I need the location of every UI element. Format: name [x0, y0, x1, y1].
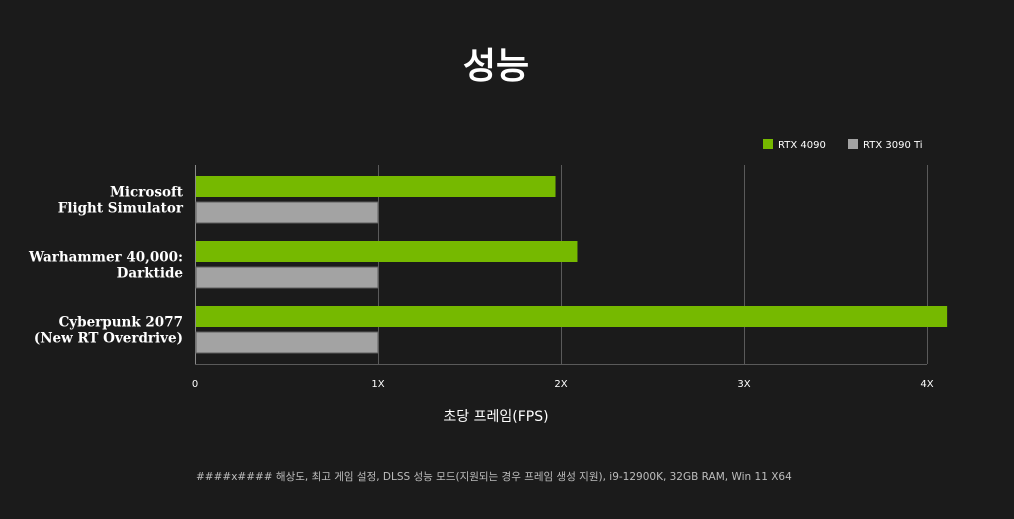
bar-rtx-4090: [196, 241, 578, 262]
category-label: (New RT Overdrive): [34, 331, 183, 347]
bar-rtx-4090: [196, 306, 948, 327]
legend-label: RTX 4090: [778, 140, 826, 151]
bar-rtx-4090: [196, 176, 556, 197]
legend: RTX 4090 RTX 3090 Ti: [763, 139, 923, 151]
x-tick-labels: 0 1X 2X 3X 4X: [192, 379, 934, 390]
bar-rtx-3090-ti: [195, 266, 379, 289]
category-label: Warhammer 40,000:: [28, 250, 183, 266]
legend-swatch: [763, 139, 773, 149]
grid-lines: [195, 165, 928, 365]
bars: [195, 176, 948, 354]
x-tick-label: 3X: [737, 379, 750, 390]
legend-swatch: [848, 139, 858, 149]
bar-rtx-3090-ti: [195, 201, 379, 224]
chart-title: 성능: [463, 46, 529, 87]
x-tick-label: 0: [192, 379, 198, 390]
x-tick-label: 1X: [371, 379, 384, 390]
x-tick-label: 4X: [920, 379, 933, 390]
category-label: Flight Simulator: [58, 201, 184, 217]
x-tick-label: 2X: [554, 379, 567, 390]
x-axis-label: 초당 프레임(FPS): [443, 409, 548, 425]
category-label: Microsoft: [110, 185, 184, 201]
bar-rtx-3090-ti: [195, 331, 379, 354]
category-label: Cyberpunk 2077: [59, 315, 183, 331]
category-label: Darktide: [117, 266, 183, 282]
footnote: ####x#### 해상도, 최고 게임 설정, DLSS 성능 모드(지원되는…: [196, 470, 792, 483]
legend-label: RTX 3090 Ti: [863, 140, 923, 151]
